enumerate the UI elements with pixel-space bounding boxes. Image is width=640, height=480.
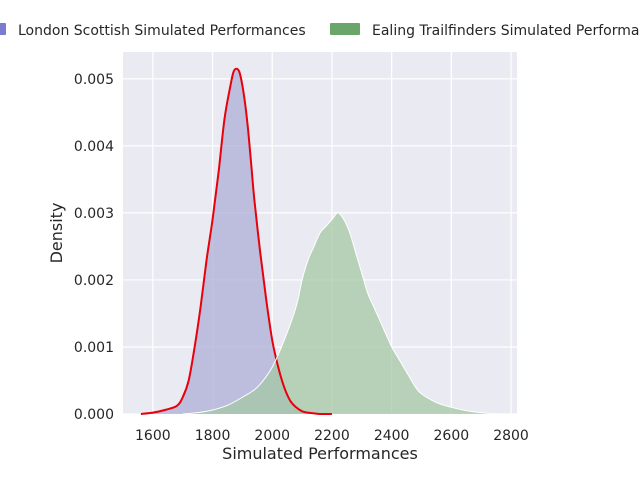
density-line-ealing-trailfinders [182,212,512,415]
y-tick-label-2: 0.002 [74,273,114,289]
x-axis-ticks: 1600 1800 2000 2200 2400 2600 2800 [135,428,529,444]
legend-swatch-london-scottish [0,23,6,35]
density-area-ealing-trailfinders [182,212,512,415]
x-tick-label-4: 2400 [374,428,410,444]
legend-swatch-ealing-trailfinders [330,23,360,35]
y-tick-label-4: 0.004 [74,139,114,155]
x-tick-label-2: 2000 [254,428,290,444]
y-tick-label-1: 0.001 [74,340,114,356]
y-tick-label-5: 0.005 [74,72,114,88]
x-axis-label: Simulated Performances [222,444,418,463]
x-tick-label-1: 1800 [195,428,231,444]
x-tick-label-3: 2200 [314,428,350,444]
density-line-london-scottish [140,67,332,416]
y-tick-label-3: 0.003 [74,206,114,222]
legend-label-london-scottish: London Scottish Simulated Performances [18,23,306,39]
y-axis-ticks: 0.000 0.001 0.002 0.003 0.004 0.005 [74,72,114,423]
y-axis-label: Density [47,203,66,264]
legend: London Scottish Simulated Performances E… [0,23,640,39]
x-tick-label-0: 1600 [135,428,171,444]
density-areas [140,67,512,416]
x-tick-label-6: 2800 [493,428,529,444]
x-tick-label-5: 2600 [434,428,470,444]
legend-label-ealing-trailfinders: Ealing Trailfinders Simulated Performanc… [372,23,640,39]
y-tick-label-0: 0.000 [74,407,114,423]
density-area-london-scottish [140,68,332,415]
